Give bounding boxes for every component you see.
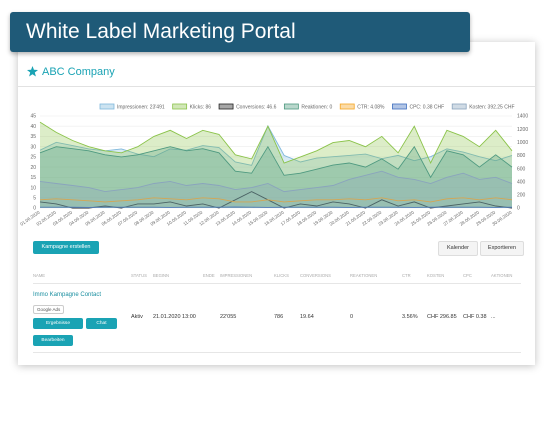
column-header: CPC — [463, 273, 472, 278]
series-area — [40, 122, 512, 208]
cell: 3.56% — [402, 314, 418, 320]
cell: CHF 296.85 — [427, 314, 457, 320]
cell: ... — [491, 314, 496, 320]
legend-swatch — [283, 103, 299, 110]
legend-label: Kosten: 392.25 CHF — [469, 105, 514, 111]
export-button[interactable]: Exportieren — [480, 241, 524, 256]
column-header: NAME — [33, 273, 46, 278]
action-button[interactable]: Ergebnisse — [33, 318, 83, 329]
legend-label: Reaktionen: 0 — [301, 105, 332, 111]
column-header: REAKTIONEN — [350, 273, 378, 278]
column-header: CONVERSIONS — [300, 273, 331, 278]
series-line — [39, 191, 513, 209]
action-button[interactable]: Bearbeiten — [33, 335, 73, 346]
legend-label: Klicks: 86 — [190, 105, 212, 111]
legend-swatch — [339, 103, 355, 110]
y2-tick-label: 1200 — [517, 127, 528, 133]
column-header: STATUS — [131, 273, 147, 278]
divider — [33, 283, 521, 284]
cell: 21.01.2020 13:00 — [153, 314, 196, 320]
legend-label: CTR: 4.08% — [357, 105, 385, 111]
y-tick-label: 40 — [30, 124, 36, 130]
y-tick-label: 15 — [30, 175, 36, 181]
series-area — [40, 125, 512, 208]
divider — [33, 352, 521, 353]
column-header: BEGINN — [153, 273, 170, 278]
y2-tick-label: 400 — [517, 179, 526, 185]
y-tick-label: 30 — [30, 144, 36, 150]
action-button[interactable]: Chat — [86, 318, 117, 329]
cell: CHF 0.38 — [463, 314, 487, 320]
cell: 786 — [274, 314, 284, 320]
legend-swatch — [392, 103, 407, 110]
y-tick-label: 25 — [30, 155, 36, 161]
separator — [18, 86, 535, 87]
cell: 19.64 — [300, 314, 314, 320]
y2-tick-label: 1400 — [517, 114, 528, 120]
cell: Aktiv — [131, 314, 143, 320]
legend-swatch — [451, 103, 467, 110]
y2-tick-label: 1000 — [517, 140, 528, 146]
y-tick-label: 10 — [30, 185, 36, 191]
badge: Google Ads — [33, 305, 65, 314]
legend-swatch — [172, 103, 188, 110]
column-header: KOSTEN — [427, 273, 445, 278]
column-header: IMPRESSIONEN — [220, 273, 253, 278]
y2-tick-label: 200 — [517, 193, 526, 199]
card — [18, 42, 535, 365]
legend-label: CPC: 0.38 CHF — [409, 105, 444, 111]
cell: 0 — [350, 314, 354, 320]
company-name: ABC Company — [42, 66, 115, 78]
series-line — [39, 145, 513, 179]
column-header: ENDE — [203, 273, 215, 278]
y-tick-label: 5 — [33, 195, 36, 201]
legend-label: Conversions: 46.6 — [236, 105, 277, 111]
series-line — [39, 121, 513, 165]
y-tick-label: 0 — [33, 206, 36, 212]
create-button[interactable]: Kampagne erstellen — [33, 241, 99, 254]
y2-tick-label: 800 — [517, 153, 526, 159]
series-line — [39, 170, 513, 193]
legend-swatch — [218, 103, 234, 110]
banner-title: White Label Marketing Portal — [10, 12, 470, 52]
y-tick-label: 45 — [30, 114, 36, 120]
legend-swatch — [99, 103, 115, 110]
company-icon — [27, 66, 38, 77]
cell: 22'055 — [220, 314, 237, 320]
series-line — [39, 124, 513, 166]
chart: 0 5 10 15 20 25 30 35 40 45 0 200 400 600 800 1000 1200 1… — [19, 103, 528, 227]
legend-label: Impressionen: 23'491 — [117, 105, 165, 111]
campaign-name[interactable]: Immo Kampagne Contact — [33, 292, 102, 298]
column-header: KLICKS — [274, 273, 289, 278]
series-line — [39, 197, 513, 203]
series-area — [40, 146, 512, 208]
y2-tick-label: 600 — [517, 166, 526, 172]
calendar-button[interactable]: Kalender — [438, 241, 478, 256]
series-area — [40, 171, 512, 208]
y-tick-label: 20 — [30, 165, 36, 171]
y2-tick-label: 0 — [517, 206, 520, 212]
y-tick-label: 35 — [30, 134, 36, 140]
column-header: CTR — [402, 273, 411, 278]
column-header: AKTIONEN — [491, 273, 513, 278]
